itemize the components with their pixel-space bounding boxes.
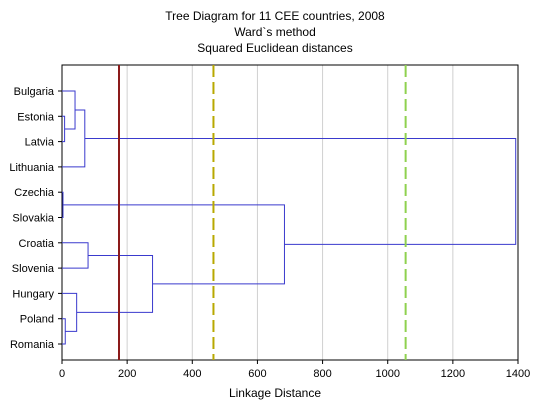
- branch-c6: [62, 242, 89, 269]
- x-tick-label-0: 0: [59, 368, 65, 380]
- leaf-label-bulgaria: Bulgaria: [14, 86, 55, 98]
- leaf-label-latvia: Latvia: [25, 137, 55, 149]
- x-tick-label-400: 400: [183, 368, 201, 380]
- leaf-label-romania: Romania: [10, 339, 55, 351]
- branch-c1: [62, 115, 66, 143]
- x-axis-label: Linkage Distance: [228, 386, 322, 400]
- x-tick-label-1000: 1000: [375, 368, 399, 380]
- leaf-label-croatia: Croatia: [19, 238, 55, 250]
- x-tick-label-600: 600: [248, 368, 266, 380]
- chart-subtitle-method: Ward`s method: [234, 25, 316, 39]
- branch-c7: [62, 292, 78, 332]
- chart-title: Tree Diagram for 11 CEE countries, 2008: [165, 9, 385, 23]
- leaf-label-lithuania: Lithuania: [9, 162, 55, 174]
- leaf-label-estonia: Estonia: [17, 111, 55, 123]
- x-tick-label-1200: 1200: [441, 368, 465, 380]
- x-tick-label-200: 200: [118, 368, 136, 380]
- leaf-label-poland: Poland: [20, 314, 54, 326]
- branch-c4: [62, 90, 76, 130]
- x-tick-label-800: 800: [313, 368, 331, 380]
- branch-c10: [84, 137, 517, 245]
- leaf-label-slovenia: Slovenia: [12, 263, 55, 275]
- leaf-label-czechia: Czechia: [14, 187, 55, 199]
- branch-c2: [62, 191, 64, 218]
- chart-subtitle-distance: Squared Euclidean distances: [197, 41, 353, 55]
- branch-c9: [62, 204, 285, 285]
- plot-area-frame: [61, 64, 519, 361]
- x-tick-label-1400: 1400: [506, 368, 530, 380]
- leaf-label-hungary: Hungary: [12, 288, 54, 300]
- branch-c3: [62, 318, 66, 345]
- leaf-label-slovakia: Slovakia: [12, 213, 54, 225]
- branch-c5: [62, 109, 86, 168]
